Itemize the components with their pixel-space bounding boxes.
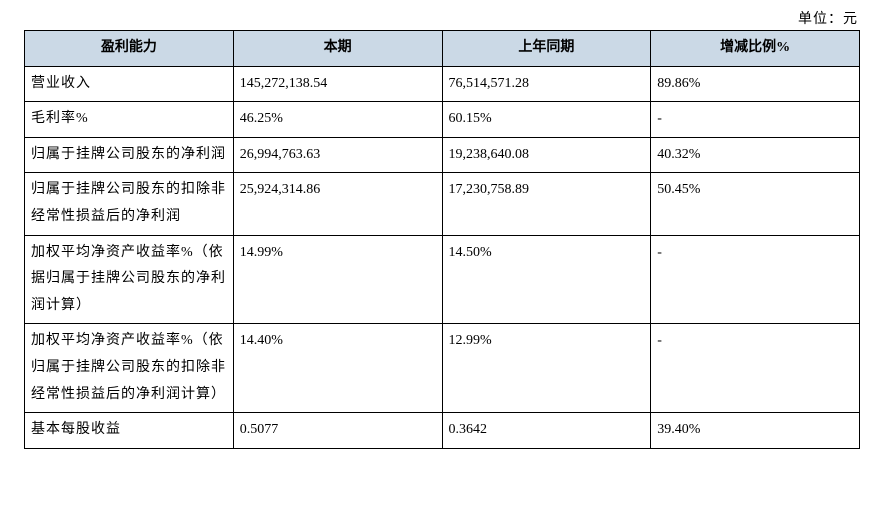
table-row: 加权平均净资产收益率%（依据归属于挂牌公司股东的净利润计算） 14.99% 14… [25, 235, 860, 324]
col-header-metric: 盈利能力 [25, 31, 234, 67]
table-row: 归属于挂牌公司股东的扣除非经常性损益后的净利润 25,924,314.86 17… [25, 173, 860, 235]
col-header-change: 增减比例% [651, 31, 860, 67]
cell-change: 89.86% [651, 66, 860, 102]
cell-change: 50.45% [651, 173, 860, 235]
cell-change: - [651, 235, 860, 324]
cell-metric: 营业收入 [25, 66, 234, 102]
cell-metric: 加权平均净资产收益率%（依据归属于挂牌公司股东的净利润计算） [25, 235, 234, 324]
cell-metric: 加权平均净资产收益率%（依归属于挂牌公司股东的扣除非经常性损益后的净利润计算） [25, 324, 234, 413]
cell-prior: 14.50% [442, 235, 651, 324]
cell-prior: 0.3642 [442, 413, 651, 449]
cell-prior: 12.99% [442, 324, 651, 413]
cell-current: 14.40% [233, 324, 442, 413]
table-header-row: 盈利能力 本期 上年同期 增减比例% [25, 31, 860, 67]
col-header-prior: 上年同期 [442, 31, 651, 67]
table-row: 营业收入 145,272,138.54 76,514,571.28 89.86% [25, 66, 860, 102]
cell-current: 25,924,314.86 [233, 173, 442, 235]
profitability-table: 盈利能力 本期 上年同期 增减比例% 营业收入 145,272,138.54 7… [24, 30, 860, 449]
cell-current: 0.5077 [233, 413, 442, 449]
cell-metric: 归属于挂牌公司股东的扣除非经常性损益后的净利润 [25, 173, 234, 235]
table-row: 归属于挂牌公司股东的净利润 26,994,763.63 19,238,640.0… [25, 137, 860, 173]
cell-current: 145,272,138.54 [233, 66, 442, 102]
table-row: 基本每股收益 0.5077 0.3642 39.40% [25, 413, 860, 449]
cell-change: - [651, 324, 860, 413]
cell-metric: 基本每股收益 [25, 413, 234, 449]
cell-metric: 归属于挂牌公司股东的净利润 [25, 137, 234, 173]
cell-metric: 毛利率% [25, 102, 234, 138]
cell-prior: 19,238,640.08 [442, 137, 651, 173]
cell-change: 40.32% [651, 137, 860, 173]
cell-change: 39.40% [651, 413, 860, 449]
table-row: 毛利率% 46.25% 60.15% - [25, 102, 860, 138]
col-header-current: 本期 [233, 31, 442, 67]
cell-prior: 17,230,758.89 [442, 173, 651, 235]
cell-current: 46.25% [233, 102, 442, 138]
cell-prior: 60.15% [442, 102, 651, 138]
table-row: 加权平均净资产收益率%（依归属于挂牌公司股东的扣除非经常性损益后的净利润计算） … [25, 324, 860, 413]
cell-current: 14.99% [233, 235, 442, 324]
table-body: 营业收入 145,272,138.54 76,514,571.28 89.86%… [25, 66, 860, 448]
cell-current: 26,994,763.63 [233, 137, 442, 173]
cell-prior: 76,514,571.28 [442, 66, 651, 102]
unit-label: 单位：元 [24, 8, 858, 28]
cell-change: - [651, 102, 860, 138]
